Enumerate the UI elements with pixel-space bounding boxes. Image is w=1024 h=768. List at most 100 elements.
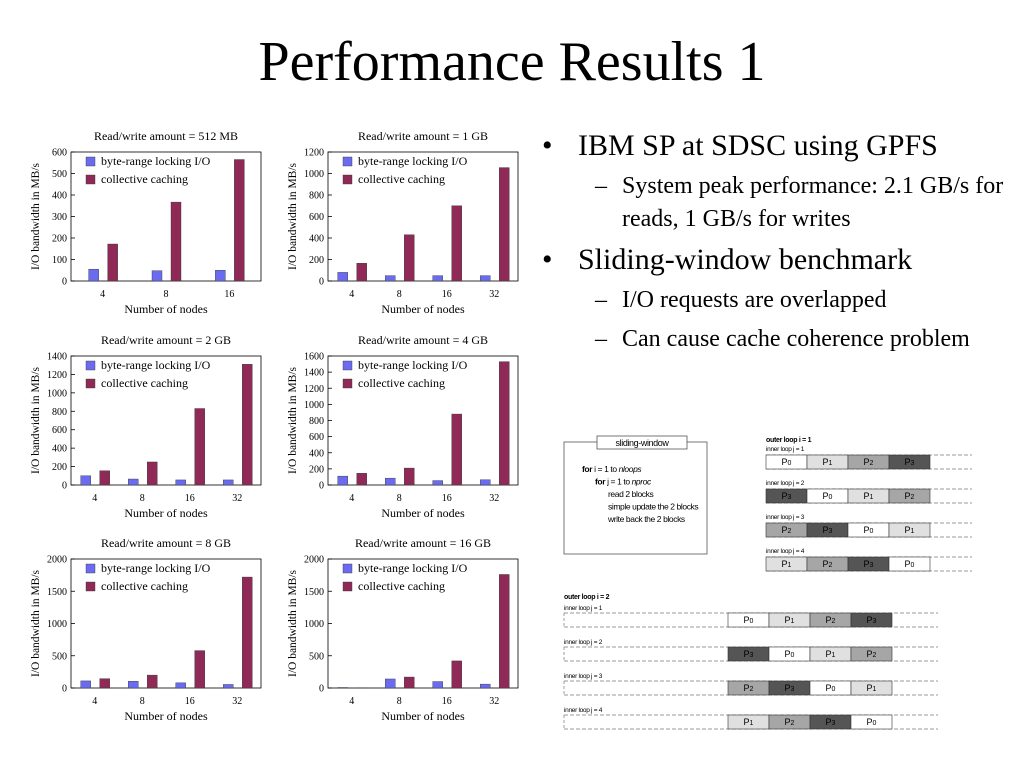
- legend-label: byte-range locking I/O: [101, 154, 211, 168]
- bar-collective: [242, 576, 253, 689]
- bar-byte-range: [385, 477, 396, 486]
- cell-label: P2: [905, 491, 915, 501]
- cell-label: P0: [782, 457, 792, 467]
- code-line: read 2 blocks: [608, 489, 654, 499]
- bar-byte-range: [432, 480, 443, 486]
- bar-byte-range: [128, 478, 139, 486]
- x-tick-label: 16: [185, 493, 195, 504]
- x-tick-label: 16: [224, 289, 234, 300]
- process-cell: [850, 646, 893, 662]
- bar-collective: [499, 574, 510, 689]
- x-tick-label: 32: [489, 493, 499, 504]
- x-axis-label: Number of nodes: [124, 302, 208, 316]
- legend-label: collective caching: [101, 172, 188, 186]
- chart-title: Read/write amount = 512 MB: [94, 129, 238, 143]
- cell-label: P3: [782, 491, 792, 501]
- slide-title: Performance Results 1: [258, 31, 766, 93]
- bar-byte-range: [223, 684, 234, 689]
- code-box: [563, 441, 708, 555]
- bar-byte-range: [480, 479, 491, 486]
- outer-loop-label: outer loop i = 2: [564, 594, 610, 601]
- y-tick-label: 200: [309, 255, 324, 266]
- bar-collective: [451, 205, 462, 282]
- legend-label: byte-range locking I/O: [358, 154, 468, 168]
- sub-bullet-item: – System peak performance: 2.1 GB/s for r…: [595, 173, 1004, 232]
- bar-byte-range: [385, 275, 396, 282]
- chart-title: Read/write amount = 16 GB: [355, 536, 491, 550]
- x-tick-label: 8: [164, 289, 169, 300]
- y-tick-label: 1000: [304, 169, 324, 180]
- x-tick-label: 4: [349, 289, 354, 300]
- bar-byte-range: [385, 678, 396, 689]
- inner-loop-label: inner loop j = 2: [766, 480, 805, 487]
- x-tick-label: 32: [232, 696, 242, 707]
- cell-label: P2: [864, 457, 874, 467]
- chart-512mb: Read/write amount = 512 MB 0 100 200 300 400 5…: [20, 126, 272, 318]
- cell-label: P1: [867, 683, 877, 693]
- cell-label: P1: [785, 615, 795, 625]
- legend-label: byte-range locking I/O: [358, 358, 468, 372]
- x-tick-label: 4: [100, 289, 105, 300]
- bar-byte-range: [80, 475, 91, 486]
- y-tick-label: 600: [309, 212, 324, 223]
- cell-label: P3: [823, 525, 833, 535]
- y-tick-label: 1500: [47, 587, 67, 598]
- y-tick-label: 400: [52, 444, 67, 455]
- legend-swatch: [85, 378, 96, 389]
- inner-loop-label: inner loop j = 4: [766, 548, 805, 555]
- bar-byte-range: [175, 682, 186, 689]
- bar-collective: [194, 650, 205, 689]
- bar-collective: [404, 676, 415, 689]
- y-axis-label: I/O bandwidth in MB/s: [30, 366, 42, 474]
- bar-collective: [170, 201, 182, 282]
- x-tick-label: 4: [349, 696, 354, 707]
- bar-collective: [499, 167, 510, 282]
- inner-loop-label: inner loop j = 2: [564, 639, 603, 646]
- code-title: sliding-window: [616, 438, 670, 448]
- y-tick-label: 600: [52, 148, 67, 159]
- bar-byte-range: [432, 275, 443, 282]
- cell-label: P2: [744, 683, 754, 693]
- y-tick-label: 0: [319, 277, 324, 288]
- y-tick-label: 1200: [304, 384, 324, 395]
- bar-collective: [499, 361, 510, 486]
- x-tick-label: 8: [397, 289, 402, 300]
- chart-16gb: Read/write amount = 16 GB 0 500 1000 1500 200…: [277, 533, 529, 725]
- x-tick-label: 8: [397, 493, 402, 504]
- y-tick-label: 400: [52, 191, 67, 202]
- y-axis-label: I/O bandwidth in MB/s: [287, 366, 299, 474]
- x-tick-label: 8: [140, 696, 145, 707]
- y-tick-label: 1400: [304, 368, 324, 379]
- bar-collective: [147, 674, 158, 689]
- cell-label: P3: [826, 717, 836, 727]
- bar-byte-range: [215, 270, 226, 282]
- legend-swatch: [342, 156, 353, 167]
- process-cell: [888, 556, 931, 572]
- process-cell: [850, 680, 893, 696]
- legend-swatch: [85, 156, 96, 167]
- bar-byte-range: [337, 687, 348, 689]
- cell-label: P0: [826, 683, 836, 693]
- inner-loop-label: inner loop j = 3: [564, 673, 603, 680]
- bar-collective: [451, 413, 462, 486]
- y-tick-label: 200: [309, 464, 324, 475]
- bar-collective: [242, 364, 253, 486]
- bar-byte-range: [88, 268, 99, 282]
- bar-byte-range: [223, 479, 234, 486]
- y-tick-label: 0: [62, 277, 67, 288]
- x-axis-label: Number of nodes: [124, 709, 208, 723]
- x-tick-label: 16: [185, 696, 195, 707]
- y-tick-label: 600: [309, 432, 324, 443]
- cell-label: P1: [826, 649, 836, 659]
- legend-label: collective caching: [101, 579, 188, 593]
- y-tick-label: 0: [319, 481, 324, 492]
- process-cell: [888, 454, 931, 470]
- legend-swatch: [85, 563, 96, 574]
- cell-label: P0: [744, 615, 754, 625]
- x-tick-label: 4: [92, 493, 97, 504]
- y-axis-label: I/O bandwidth in MB/s: [287, 569, 299, 677]
- legend-swatch: [342, 174, 353, 185]
- legend-label: byte-range locking I/O: [358, 561, 468, 575]
- chart-title: Read/write amount = 1 GB: [358, 129, 488, 143]
- cell-label: P3: [867, 615, 877, 625]
